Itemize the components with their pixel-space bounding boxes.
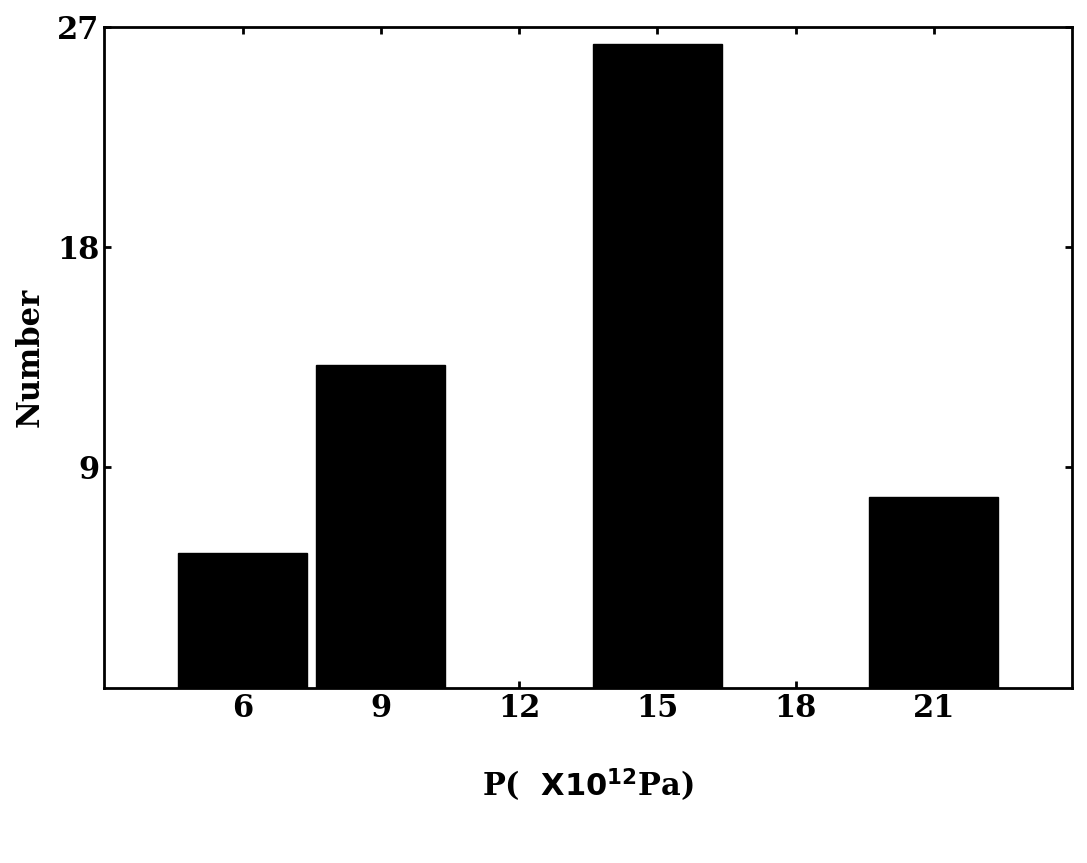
Bar bbox=[870, 497, 998, 688]
Bar bbox=[316, 365, 446, 688]
Bar bbox=[178, 553, 308, 688]
Text: P(  $\mathbf{X10^{12}}$Pa): P( $\mathbf{X10^{12}}$Pa) bbox=[483, 767, 694, 804]
Bar bbox=[592, 44, 722, 688]
Y-axis label: Number: Number bbox=[15, 287, 46, 427]
